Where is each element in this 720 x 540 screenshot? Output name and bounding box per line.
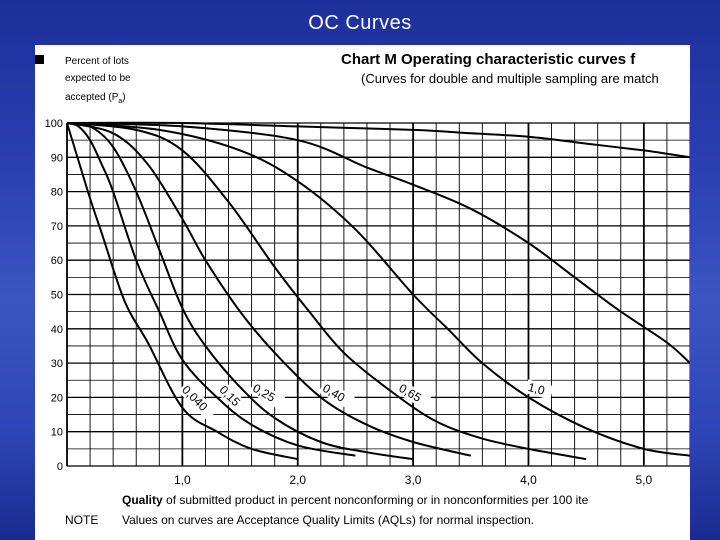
y-ticks: 0 10 20 30 40 50 60 70 80 90 100	[45, 118, 63, 473]
corner-mark	[35, 55, 44, 64]
x-tick-label: 4,0	[520, 473, 537, 487]
oc-curve	[66, 122, 690, 457]
oc-chart: Chart M Operating characteristic curves …	[35, 51, 690, 527]
chart-subtitle: (Curves for double and multiple sampling…	[361, 71, 659, 86]
ylabel-subscript: a	[118, 98, 122, 105]
curve-label-group: 0,40	[318, 379, 355, 410]
y-tick-label: 90	[51, 152, 63, 164]
curve-label: 1,0	[527, 380, 547, 398]
note-label: NOTE	[65, 513, 98, 527]
ylabel-main: accepted (P	[65, 92, 119, 103]
curve-label-bg	[394, 379, 432, 410]
ylabel-line-1: Percent of lots	[65, 56, 129, 67]
oc-curve	[66, 122, 472, 457]
curve-label-group: 0,25	[248, 379, 286, 410]
oc-curve	[66, 122, 690, 364]
x-ticks: 1,0 2,0 3,0 4,0 5,0	[174, 473, 652, 487]
y-tick-label: 20	[51, 392, 63, 404]
oc-curve	[66, 122, 414, 461]
curve-label-bg	[524, 379, 554, 400]
oc-curve	[66, 121, 690, 159]
x-tick-label: 5,0	[636, 473, 653, 487]
ylabel-close: )	[122, 92, 125, 103]
y-tick-label: 70	[51, 221, 63, 233]
y-tick-label: 60	[51, 255, 63, 267]
chart-title: Chart M Operating characteristic curves …	[341, 51, 636, 68]
y-tick-label: 40	[51, 324, 63, 336]
x-tick-label: 3,0	[405, 473, 422, 487]
y-tick-label: 100	[45, 118, 63, 130]
curve-label-bg	[248, 379, 286, 410]
curve-label-group: 1,0	[524, 379, 554, 400]
curve-label-bg	[177, 381, 218, 421]
chart-scan: Chart M Operating characteristic curves …	[35, 45, 690, 540]
note-text: Values on curves are Acceptance Quality …	[122, 513, 534, 527]
oc-curve	[66, 122, 356, 457]
curves	[66, 121, 690, 461]
curve-label-bg	[318, 379, 355, 410]
y-tick-label: 0	[57, 461, 63, 473]
x-tick-label: 1,0	[174, 473, 191, 487]
grid	[66, 122, 690, 467]
curve-label-bg	[215, 381, 250, 416]
x-tick-label: 2,0	[289, 473, 306, 487]
y-tick-label: 10	[51, 427, 63, 439]
oc-curve	[66, 122, 298, 461]
slide-title: OC Curves	[308, 12, 412, 34]
y-tick-label: 30	[51, 358, 63, 370]
ylabel-line-3: accepted (Pa)	[65, 92, 126, 105]
ylabel-line-2: expected to be	[65, 73, 131, 84]
x-axis-label-bold: Quality	[122, 493, 163, 507]
oc-curve	[66, 122, 587, 461]
y-tick-label: 50	[51, 290, 63, 302]
x-axis-label-rest: of submitted product in percent nonconfo…	[163, 493, 589, 507]
y-tick-label: 80	[51, 187, 63, 199]
x-axis-label: Quality of submitted product in percent …	[122, 493, 589, 507]
